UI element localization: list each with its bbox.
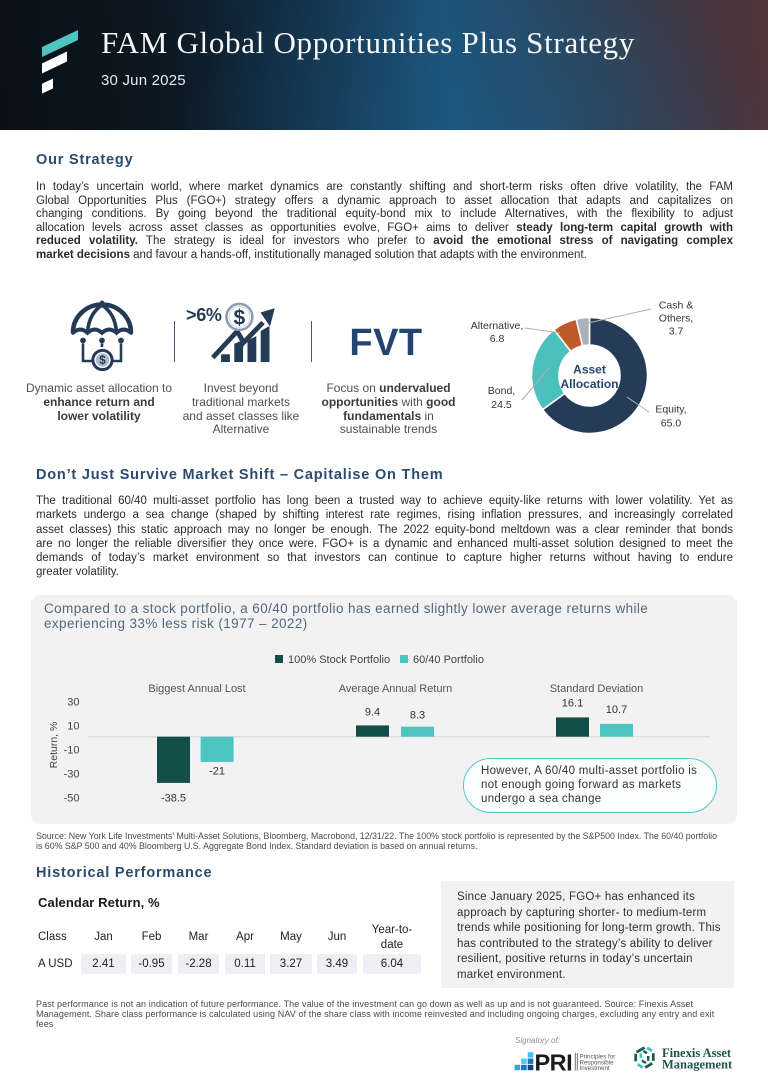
svg-text:65.0: 65.0 bbox=[661, 418, 682, 430]
svg-text:Investment: Investment bbox=[580, 1065, 611, 1072]
svg-text:10: 10 bbox=[67, 721, 79, 733]
svg-text:3.7: 3.7 bbox=[669, 326, 684, 338]
svg-text:6.8: 6.8 bbox=[490, 333, 505, 345]
svg-text:$: $ bbox=[99, 355, 106, 367]
svg-text:-30: -30 bbox=[64, 769, 80, 781]
svg-text:60/40 Portfolio: 60/40 Portfolio bbox=[413, 654, 484, 666]
svg-text:-10: -10 bbox=[64, 745, 80, 757]
svg-text:Management: Management bbox=[662, 1058, 733, 1072]
svg-text:10.7: 10.7 bbox=[606, 704, 627, 716]
svg-text:$: $ bbox=[234, 307, 246, 330]
svg-text:16.1: 16.1 bbox=[562, 698, 583, 710]
svg-text:30: 30 bbox=[67, 697, 79, 709]
svg-text:Finexis Asset: Finexis Asset bbox=[662, 1046, 732, 1060]
svg-text:8.3: 8.3 bbox=[410, 710, 425, 722]
svg-text:Alternative,: Alternative, bbox=[471, 320, 524, 332]
svg-text:Return, %: Return, % bbox=[48, 722, 60, 769]
svg-text:Standard Deviation: Standard Deviation bbox=[550, 683, 644, 695]
svg-text:Average Annual Return: Average Annual Return bbox=[339, 683, 453, 695]
svg-text:Asset: Asset bbox=[573, 363, 606, 377]
svg-text:Bond,: Bond, bbox=[488, 385, 515, 397]
svg-text:-21: -21 bbox=[209, 766, 225, 778]
svg-text:>6%: >6% bbox=[186, 305, 222, 325]
svg-text:-38.5: -38.5 bbox=[161, 793, 186, 805]
svg-text:Biggest Annual Lost: Biggest Annual Lost bbox=[148, 683, 245, 695]
svg-text:Responsible: Responsible bbox=[580, 1059, 615, 1066]
svg-text:Allocation: Allocation bbox=[560, 377, 618, 391]
svg-text:Cash &: Cash & bbox=[659, 300, 693, 312]
svg-text:24.5: 24.5 bbox=[491, 399, 512, 411]
svg-text:Equity,: Equity, bbox=[655, 404, 686, 416]
svg-text:PRI: PRI bbox=[535, 1049, 573, 1073]
svg-text:Principles for: Principles for bbox=[580, 1053, 616, 1060]
svg-text:100% Stock Portfolio: 100% Stock Portfolio bbox=[288, 654, 390, 666]
svg-text:-50: -50 bbox=[64, 793, 80, 805]
svg-text:Others,: Others, bbox=[659, 313, 693, 325]
svg-text:9.4: 9.4 bbox=[365, 707, 380, 719]
